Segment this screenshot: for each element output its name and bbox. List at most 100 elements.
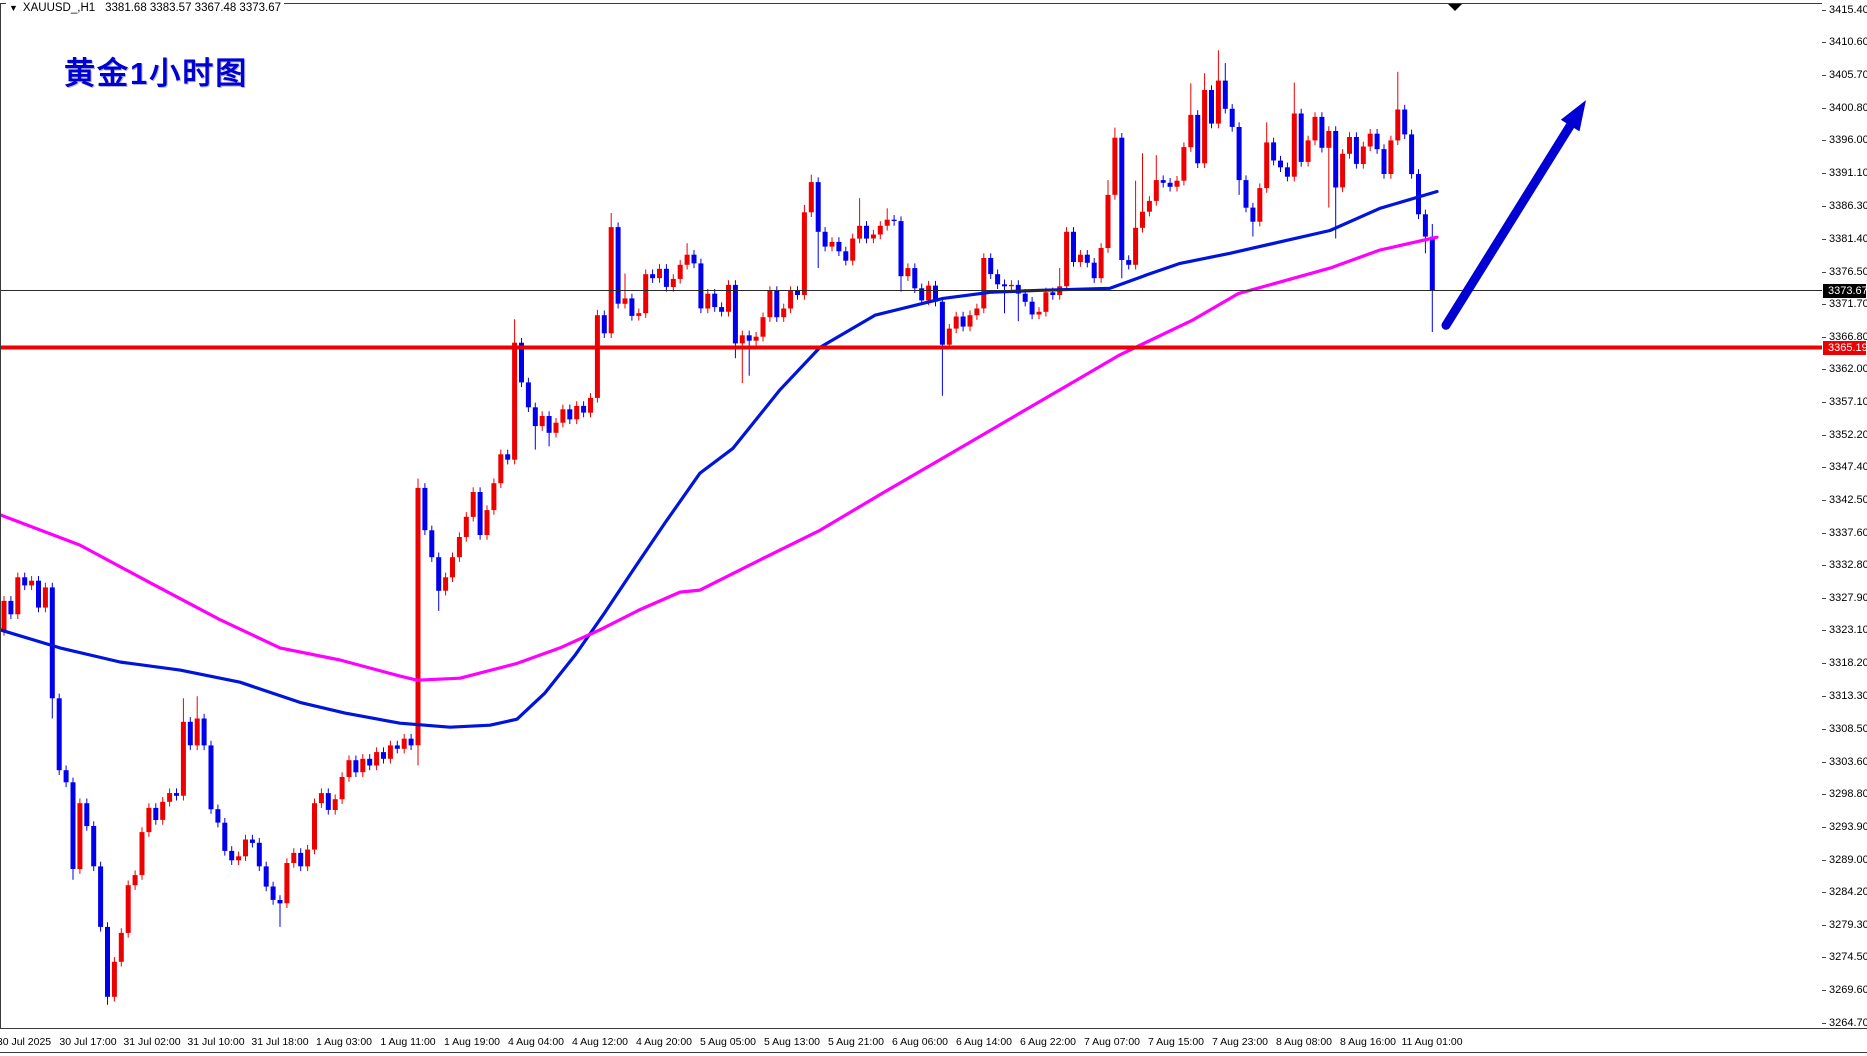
candle-body [1215, 80, 1221, 124]
price-axis[interactable]: 3415.40 3410.60 3405.70 3400.80 3396.00 3391.… [1822, 0, 1867, 1029]
candle-body [1174, 180, 1180, 187]
price-axis-label: 3332.80 [1829, 559, 1867, 572]
candle-body [1374, 133, 1380, 150]
candle-body [960, 316, 966, 327]
price-axis-tick [1822, 368, 1826, 370]
candle-body [318, 793, 324, 804]
price-axis-label: 3274.50 [1829, 951, 1867, 964]
candle-body [118, 932, 124, 962]
candle-body [450, 557, 455, 578]
time-axis[interactable]: 30 Jul 2025 30 Jul 17:00 31 Jul 02:00 31 Ju… [0, 1029, 1867, 1052]
candle-body [650, 274, 656, 279]
candle-body [877, 225, 883, 235]
candle-body [194, 718, 200, 746]
candle-body [1119, 137, 1125, 260]
candle-body [815, 182, 821, 232]
candle-body [601, 315, 607, 334]
candle-body [1360, 146, 1366, 164]
candle-body [719, 307, 725, 312]
price-axis-tick [1822, 630, 1826, 632]
candle-body [864, 225, 869, 239]
candle-body [229, 850, 235, 861]
price-axis-tick [1822, 42, 1826, 44]
candle-body [643, 274, 649, 314]
candle-body [236, 856, 242, 861]
candle-body [215, 809, 221, 823]
trend-arrow-shaft[interactable] [1441, 121, 1575, 330]
candle-body [1243, 180, 1249, 208]
candle-body [1015, 284, 1021, 294]
candle-body [415, 487, 421, 746]
price-axis-label: 3337.60 [1829, 527, 1867, 539]
time-axis-label: 8 Aug 16:00 [1339, 1036, 1397, 1048]
candle-body [581, 405, 587, 413]
candle-body [98, 866, 104, 927]
candle-body [291, 852, 297, 863]
candle-body [111, 961, 117, 997]
candle-body [1381, 149, 1387, 174]
candle-body [546, 416, 552, 433]
candle-body [946, 328, 952, 345]
candle-body [1236, 127, 1242, 181]
candle-body [1160, 180, 1166, 183]
candle-body [1340, 153, 1346, 188]
candle-body [263, 866, 269, 887]
price-axis-tick [1822, 598, 1826, 600]
candle-body [539, 416, 545, 427]
candle-body [1008, 284, 1014, 287]
candle-body [1312, 116, 1318, 141]
time-axis-label: 30 Jul 2025 [0, 1036, 52, 1048]
time-axis-label: 31 Jul 10:00 [187, 1036, 245, 1048]
candle-body [256, 842, 262, 867]
chevron-down-icon[interactable]: ▼ [9, 3, 18, 13]
price-axis-label: 3298.80 [1829, 787, 1867, 800]
candle-body [1140, 211, 1145, 228]
candle-body [84, 803, 90, 827]
candle-body [636, 313, 642, 316]
candle-body [42, 587, 48, 608]
axis-separator [0, 1052, 1867, 1053]
trend-arrow-head[interactable] [1560, 100, 1586, 132]
ohlc-readout: 3381.68 3383.57 3367.48 3373.67 [105, 2, 282, 14]
candle-body [588, 397, 593, 413]
candle-body [843, 251, 849, 261]
candle-body [767, 291, 773, 318]
price-axis-label: 3357.10 [1829, 395, 1867, 408]
candle-body [36, 580, 41, 608]
candle-body [249, 839, 255, 843]
candle-body [760, 317, 766, 337]
price-axis-tick [1822, 500, 1826, 501]
price-axis-tick [1822, 75, 1826, 77]
candle-body [470, 492, 476, 517]
candle-body [1271, 142, 1277, 161]
price-axis-label: 3293.90 [1829, 820, 1867, 833]
price-axis-label: 3342.50 [1829, 494, 1867, 506]
candle-body [663, 268, 669, 287]
candle-body [684, 254, 690, 265]
price-axis-label: 3284.20 [1829, 885, 1867, 898]
chart-title-annotation: 黄金1小时图 [64, 56, 249, 91]
price-axis-tick [1822, 891, 1826, 893]
candle-body [691, 254, 697, 264]
candle-body [277, 900, 283, 904]
candle-body [201, 718, 207, 746]
time-axis-label: 6 Aug 14:00 [955, 1036, 1013, 1048]
candle-body [974, 308, 980, 316]
candle-body [1181, 147, 1187, 181]
candle-body [436, 557, 442, 591]
candle-body [1353, 137, 1359, 164]
candle-body [15, 577, 21, 615]
price-axis-tick [1822, 1023, 1826, 1024]
time-axis-label: 6 Aug 06:00 [891, 1036, 949, 1048]
candle-body [463, 516, 469, 537]
candle-body [1064, 231, 1070, 287]
candle-body [180, 721, 186, 796]
candle-body [884, 219, 890, 226]
plot-left-border [0, 3, 1, 1028]
candle-body [1133, 227, 1139, 265]
candle-body [456, 537, 462, 558]
candle-body [670, 278, 676, 287]
candle-body [125, 885, 131, 933]
candle-body [408, 738, 414, 746]
